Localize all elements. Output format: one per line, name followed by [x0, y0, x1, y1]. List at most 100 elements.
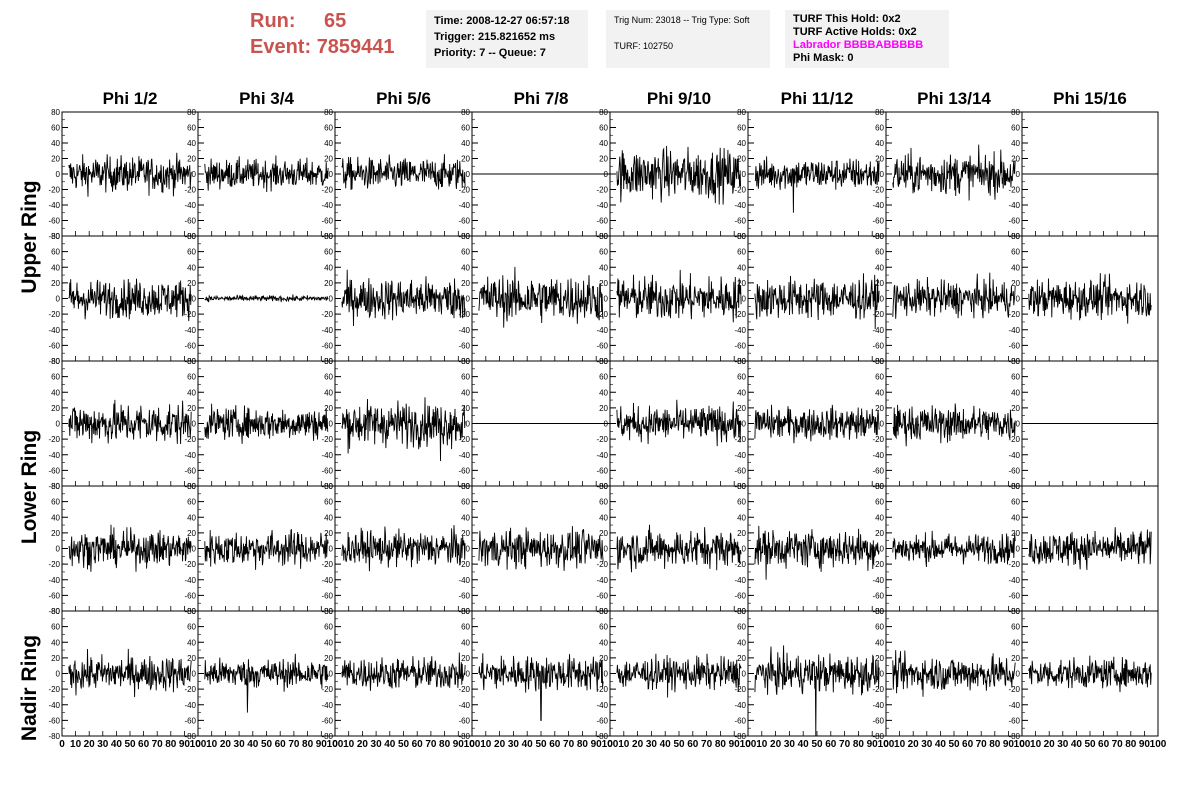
y-tick-label: -60 [872, 217, 884, 226]
x-tick-label: 40 [384, 739, 396, 750]
y-tick-label: 60 [324, 373, 333, 382]
x-tick-label: 30 [921, 739, 933, 750]
y-tick-label: -80 [458, 732, 470, 741]
y-tick-label: 40 [324, 388, 333, 397]
y-tick-label: 40 [51, 388, 60, 397]
y-tick-label: 60 [737, 498, 746, 507]
y-tick-label: -20 [48, 560, 60, 569]
y-tick-label: -40 [48, 701, 60, 710]
y-tick-label: -40 [596, 701, 608, 710]
y-tick-label: 80 [875, 607, 884, 616]
y-tick-label: 40 [737, 388, 746, 397]
y-tick-label: -40 [458, 701, 470, 710]
y-tick-label: 0 [466, 420, 471, 429]
y-tick-label: -60 [872, 341, 884, 350]
y-tick-label: -60 [1008, 466, 1020, 475]
waveform-line [1028, 527, 1152, 571]
y-tick-label: 60 [51, 248, 60, 257]
y-tick-label: 60 [51, 623, 60, 632]
y-tick-label: -60 [596, 341, 608, 350]
y-tick-label: 80 [324, 232, 333, 241]
y-tick-label: -80 [596, 732, 608, 741]
y-tick-label: 60 [461, 124, 470, 133]
y-tick-label: 80 [187, 108, 196, 117]
y-tick-label: 60 [324, 623, 333, 632]
x-tick-label: 60 [138, 739, 150, 750]
y-tick-label: -80 [1008, 732, 1020, 741]
y-tick-label: -80 [48, 607, 60, 616]
y-tick-label: 80 [1011, 482, 1020, 491]
time-text: Time: 2008-12-27 06:57:18 [434, 15, 570, 27]
x-tick-label: 20 [908, 739, 920, 750]
y-tick-label: -20 [321, 560, 333, 569]
y-tick-label: -60 [321, 217, 333, 226]
y-tick-label: -60 [734, 466, 746, 475]
y-tick-label: 80 [737, 357, 746, 366]
y-tick-label: -60 [872, 716, 884, 725]
y-tick-label: 60 [1011, 498, 1020, 507]
y-tick-label: -40 [1008, 576, 1020, 585]
y-tick-label: 20 [187, 654, 196, 663]
y-tick-label: -20 [321, 685, 333, 694]
y-tick-label: 80 [51, 357, 60, 366]
y-tick-label: 60 [599, 498, 608, 507]
y-tick-label: 20 [1011, 155, 1020, 164]
trig-num-text: Trig Num: 23018 -- Trig Type: Soft [614, 15, 750, 25]
waveform-line [68, 278, 192, 322]
y-tick-label: 0 [880, 295, 885, 304]
y-tick-label: -40 [184, 326, 196, 335]
y-tick-label: 20 [737, 404, 746, 413]
waveform-line [341, 397, 466, 462]
y-tick-label: 60 [187, 248, 196, 257]
waveform-line [616, 524, 742, 573]
panel-frame [471, 235, 611, 362]
waveform-line [892, 403, 1016, 447]
y-tick-label: -20 [872, 310, 884, 319]
y-tick-label: 80 [461, 482, 470, 491]
y-tick-label: -60 [458, 716, 470, 725]
y-tick-label: -40 [734, 701, 746, 710]
y-tick-label: 20 [1011, 654, 1020, 663]
column-title: Phi 7/8 [514, 89, 569, 108]
x-tick-label: 90 [1003, 739, 1015, 750]
y-tick-label: 80 [461, 232, 470, 241]
y-tick-label: 60 [599, 373, 608, 382]
y-tick-label: 0 [192, 295, 197, 304]
waveform-line [68, 648, 192, 698]
y-tick-label: -40 [321, 701, 333, 710]
y-tick-label: 40 [875, 638, 884, 647]
y-tick-label: 20 [187, 155, 196, 164]
y-tick-label: 20 [737, 155, 746, 164]
y-tick-label: 0 [329, 170, 334, 179]
x-tick-label: 30 [508, 739, 520, 750]
y-tick-label: 40 [599, 139, 608, 148]
x-tick-label: 40 [935, 739, 947, 750]
y-tick-label: -80 [48, 482, 60, 491]
y-tick-label: -40 [321, 201, 333, 210]
waveform-line [341, 269, 466, 327]
y-tick-label: 80 [599, 232, 608, 241]
x-tick-label: 90 [1139, 739, 1151, 750]
x-tick-label: 20 [220, 739, 232, 750]
y-tick-label: -40 [458, 451, 470, 460]
y-tick-label: -20 [321, 310, 333, 319]
turf-info-box: TURF This Hold: 0x2 TURF Active Holds: 0… [785, 10, 949, 68]
run-value: 65 [324, 10, 347, 32]
y-tick-label: 40 [187, 388, 196, 397]
waveform-line [204, 653, 329, 713]
x-tick-label: 30 [784, 739, 796, 750]
y-tick-label: -20 [321, 186, 333, 195]
y-tick-label: -60 [458, 591, 470, 600]
waveform-line [892, 530, 1016, 568]
waveform-line [478, 653, 604, 721]
x-tick-label: 0 [883, 739, 889, 750]
y-tick-label: -60 [184, 716, 196, 725]
labrador-text: Labrador BBBBABBBBB [793, 39, 924, 51]
x-tick-label: 40 [798, 739, 810, 750]
y-tick-label: -20 [458, 186, 470, 195]
y-tick-label: -60 [48, 591, 60, 600]
y-tick-label: 20 [187, 279, 196, 288]
y-tick-label: 20 [51, 279, 60, 288]
waveform-line [204, 155, 329, 193]
y-tick-label: 20 [875, 654, 884, 663]
